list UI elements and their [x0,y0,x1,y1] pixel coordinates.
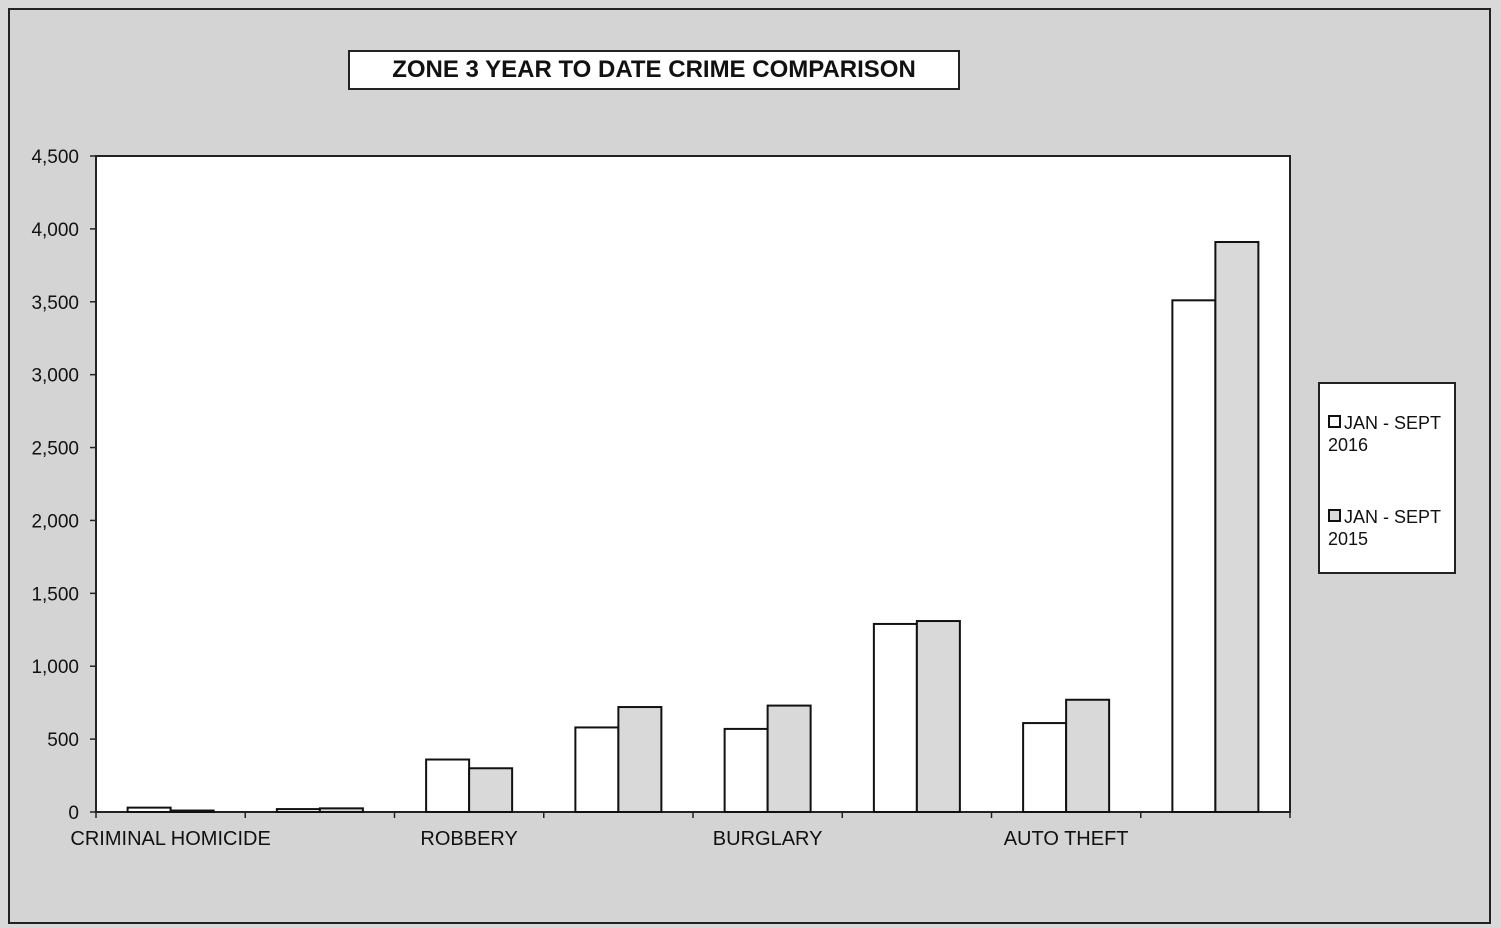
chart-title: ZONE 3 YEAR TO DATE CRIME COMPARISON [348,50,960,90]
bar-2016 [574,726,620,814]
plot-area [95,155,1291,813]
y-tick-label: 4,500 [31,147,79,168]
bar-2016 [275,808,321,814]
legend-swatch-2015 [1328,509,1341,522]
bar-2016 [1022,722,1068,814]
bar-2016 [723,727,769,814]
y-tick-label: 1,500 [31,584,79,605]
legend-label-2015: JAN - SEPT 2015 [1328,507,1442,549]
y-tick-label: 2,500 [31,439,79,460]
bar-2016 [872,622,918,813]
legend-item-2016: JAN - SEPT 2016 [1328,412,1452,456]
bar-2015 [915,620,961,814]
y-tick-label: 3,500 [31,293,79,314]
y-tick-label: 3,000 [31,366,79,387]
y-tick-label: 2,000 [31,511,79,532]
bar-2015 [1065,698,1111,813]
bar-2015 [1214,241,1260,813]
y-tick-label: 1,000 [31,657,79,678]
legend-item-2015: JAN - SEPT 2015 [1328,506,1452,550]
x-tick-label: ROBBERY [420,828,517,850]
bar-2015 [468,767,514,813]
y-tick-label: 500 [47,730,79,751]
legend-label-2016: JAN - SEPT 2016 [1328,413,1442,455]
y-axis: 0 500 1,000 1,500 2,000 2,500 3,000 3,500 4,000 4… [31,147,96,824]
legend-swatch-2016 [1328,415,1341,428]
bar-2015 [318,807,364,813]
x-tick-label: AUTO THEFT [1004,828,1129,850]
bar-2015 [766,704,812,813]
bar-2015 [169,809,215,814]
bar-2015 [617,706,663,813]
x-axis: CRIMINAL HOMICIDE ROBBERY BURGLARY AUTO THE… [70,812,1291,850]
bar-2016 [126,806,172,813]
bar-2016 [425,758,471,814]
x-tick-label: BURGLARY [713,828,823,850]
x-tick-label: CRIMINAL HOMICIDE [70,828,270,850]
bars [126,241,1260,814]
y-tick-label: 4,000 [31,220,79,241]
y-tick-label: 0 [68,803,79,824]
bar-2016 [1171,299,1217,813]
legend: JAN - SEPT 2016 JAN - SEPT 2015 [1318,382,1456,574]
